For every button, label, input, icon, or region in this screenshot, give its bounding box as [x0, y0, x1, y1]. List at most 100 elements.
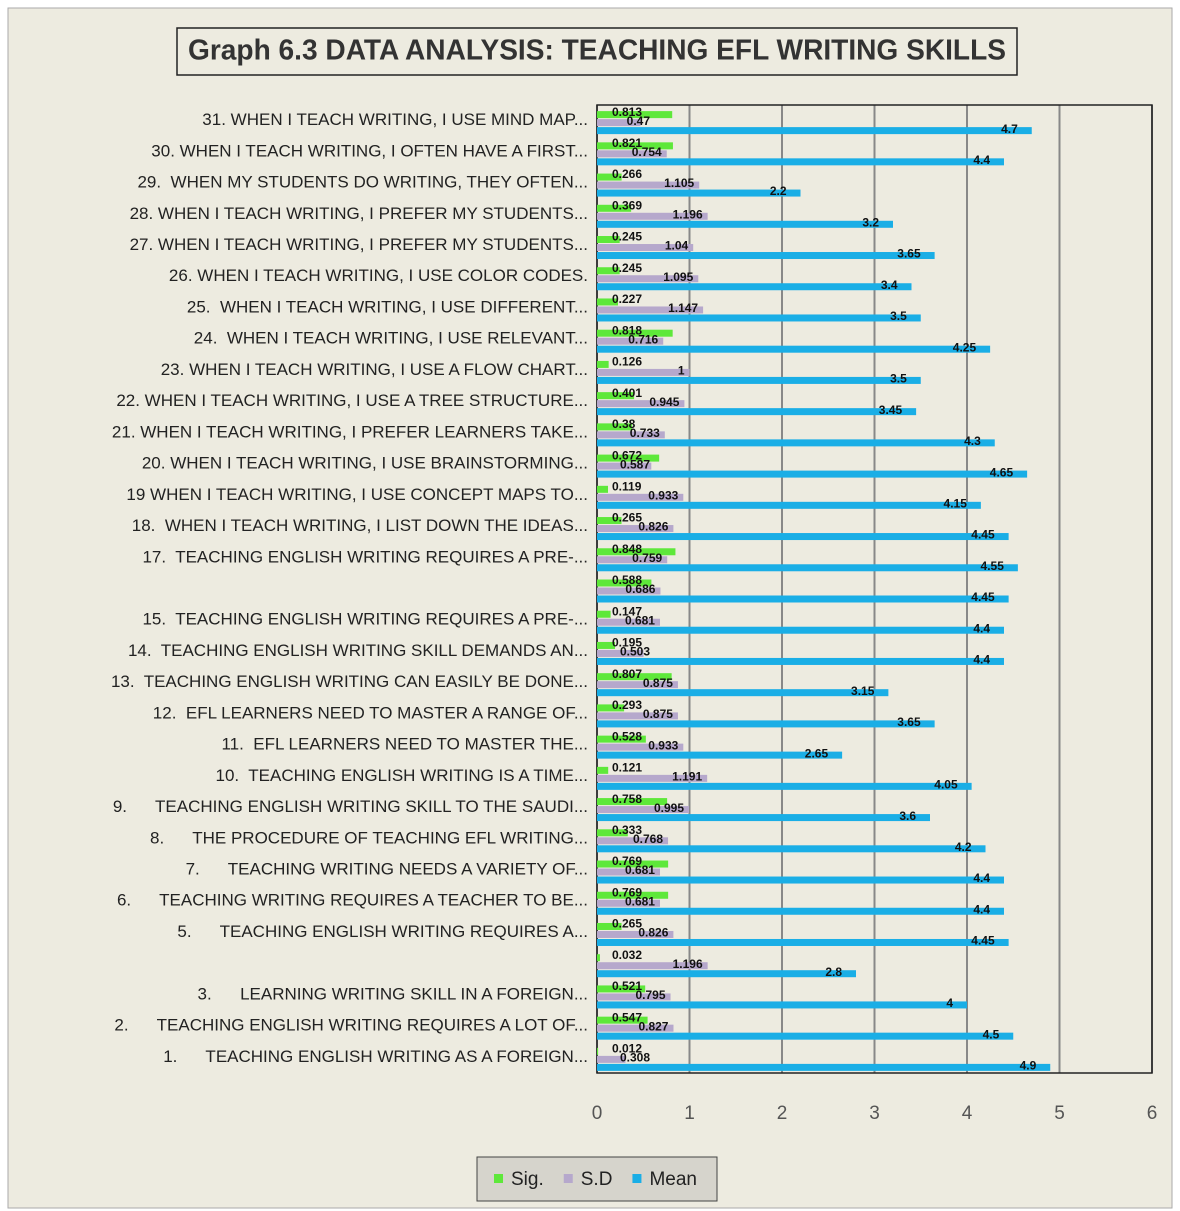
data-label: 0.686 — [625, 582, 655, 596]
y-tick-label: 28. WHEN I TEACH WRITING, I PREFER MY ST… — [130, 204, 588, 223]
data-label: 0.818 — [612, 323, 642, 337]
data-label: 3.65 — [897, 247, 921, 261]
data-label: 0.587 — [620, 457, 650, 471]
bar — [597, 587, 661, 595]
data-label: 0.759 — [632, 551, 662, 565]
bar — [597, 306, 704, 314]
y-tick-label: 3. LEARNING WRITING SKILL IN A FOREIGN..… — [198, 984, 588, 1003]
data-label: 1.105 — [664, 176, 694, 190]
bar — [597, 431, 665, 439]
bar — [597, 142, 673, 150]
y-tick-label: 10. TEACHING ENGLISH WRITING IS A TIME..… — [215, 766, 588, 785]
bar — [597, 641, 616, 649]
bar — [597, 212, 708, 220]
data-label: 0.826 — [638, 926, 668, 940]
bar — [597, 938, 1009, 946]
data-label: 4.4 — [973, 902, 990, 916]
y-tick-label: 6. TEACHING WRITING REQUIRES A TEACHER T… — [117, 891, 588, 910]
data-label: 4.45 — [971, 528, 995, 542]
data-label: 0.769 — [612, 885, 642, 899]
data-label: 0.758 — [612, 792, 642, 806]
data-label: 0.369 — [612, 198, 642, 212]
bar — [597, 1047, 599, 1055]
data-label: 0.933 — [648, 488, 678, 502]
legend-swatch — [632, 1174, 642, 1183]
data-label: 1.04 — [665, 239, 689, 253]
data-label: 0.121 — [612, 761, 642, 775]
y-tick-label: 8. THE PROCEDURE OF TEACHING EFL WRITING… — [150, 828, 588, 847]
y-tick-label: 20. WHEN I TEACH WRITING, I USE BRAINSTO… — [142, 454, 588, 473]
legend-label: Mean — [649, 1169, 697, 1190]
data-label: 4.25 — [953, 340, 977, 354]
bar — [597, 626, 1004, 634]
bar — [597, 649, 644, 657]
data-label: 3.45 — [879, 403, 903, 417]
bar — [597, 493, 684, 501]
x-tick-label: 0 — [592, 1103, 603, 1124]
bar — [597, 470, 1028, 478]
data-label: 4.2 — [955, 840, 972, 854]
data-label: 0.528 — [612, 729, 642, 743]
data-label: 4.15 — [944, 496, 968, 510]
bar — [597, 930, 674, 938]
bar — [597, 189, 801, 197]
y-tick-label: 18. WHEN I TEACH WRITING, I LIST DOWN TH… — [132, 516, 588, 535]
bar — [597, 704, 625, 712]
data-label: 0.38 — [612, 417, 636, 431]
y-tick-label: 14. TEACHING ENGLISH WRITING SKILL DEMAN… — [128, 641, 588, 660]
data-label: 0.245 — [612, 230, 642, 244]
data-label: 4.9 — [1020, 1059, 1037, 1073]
data-label: 0.547 — [612, 1010, 642, 1024]
data-label: 3.65 — [897, 715, 921, 729]
data-label: 0.265 — [612, 511, 642, 525]
bar — [597, 517, 622, 525]
bar — [597, 220, 893, 228]
chart-title: Graph 6.3 DATA ANALYSIS: TEACHING EFL WR… — [188, 35, 1006, 67]
data-label: 4.3 — [964, 434, 981, 448]
data-label: 0.875 — [643, 707, 673, 721]
data-label: 3.2 — [862, 215, 879, 229]
y-tick-label: 9. TEACHING ENGLISH WRITING SKILL TO THE… — [113, 797, 588, 816]
bar — [597, 720, 935, 728]
data-label: 0.827 — [638, 1019, 668, 1033]
data-label: 0.521 — [612, 979, 642, 993]
data-label: 0.945 — [649, 395, 679, 409]
bar — [597, 1001, 967, 1009]
legend-swatch — [563, 1174, 573, 1183]
bar — [597, 564, 1018, 572]
bar — [597, 556, 668, 564]
data-label: 3.4 — [881, 278, 898, 292]
bar — [597, 360, 609, 368]
data-label: 2.65 — [805, 746, 829, 760]
x-tick-label: 1 — [684, 1103, 695, 1124]
data-label: 0.308 — [620, 1051, 650, 1065]
bar — [597, 501, 981, 509]
bar — [597, 236, 620, 244]
data-label: 2.8 — [825, 965, 842, 979]
bar — [597, 774, 708, 782]
bar — [597, 782, 972, 790]
bar — [597, 814, 930, 822]
bar — [597, 252, 935, 260]
bar — [597, 204, 632, 212]
bar — [597, 899, 660, 907]
bar — [597, 158, 1004, 166]
data-label: 0.716 — [628, 332, 658, 346]
bar — [597, 689, 889, 697]
bar — [597, 392, 635, 400]
bar — [597, 806, 690, 814]
data-label: 0.813 — [612, 105, 642, 119]
data-label: 0.293 — [612, 698, 642, 712]
data-label: 2.2 — [770, 184, 787, 198]
bar — [597, 829, 628, 837]
x-tick-label: 5 — [1054, 1103, 1065, 1124]
bar — [597, 423, 633, 431]
bar — [597, 525, 674, 533]
bar — [597, 673, 672, 681]
bar — [597, 743, 684, 751]
data-label: 0.227 — [612, 292, 642, 306]
data-label: 4.4 — [973, 871, 990, 885]
data-label: 3.5 — [890, 309, 907, 323]
bar — [597, 735, 646, 743]
